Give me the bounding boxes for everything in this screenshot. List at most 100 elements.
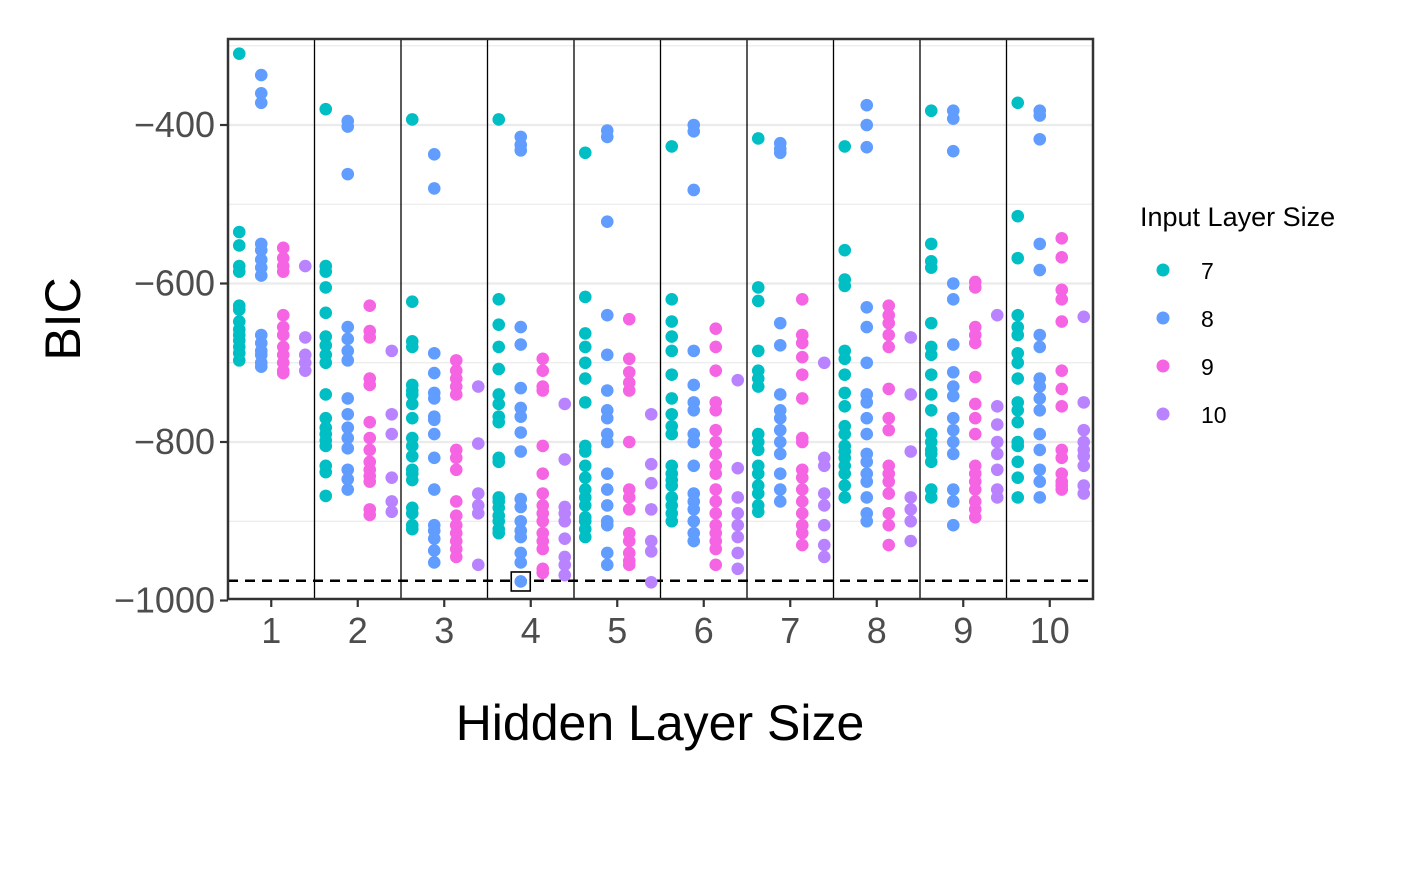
data-point-input-8 — [514, 410, 528, 423]
data-point-input-10 — [990, 435, 1004, 449]
data-point-input-7 — [751, 281, 765, 294]
data-point-input-10 — [904, 331, 918, 344]
data-point-input-8 — [687, 534, 701, 548]
data-point-input-7 — [405, 522, 419, 536]
data-point-input-9 — [449, 509, 463, 523]
x-tick-label: 3 — [434, 610, 454, 651]
data-point-input-7 — [1011, 404, 1025, 417]
data-point-input-7 — [232, 47, 246, 60]
x-tick-label: 10 — [1030, 610, 1070, 651]
data-point-input-9 — [709, 495, 723, 508]
data-point-input-8 — [1033, 109, 1047, 122]
data-point-input-10 — [904, 491, 918, 504]
data-point-input-9 — [882, 507, 896, 520]
data-point-input-8 — [600, 348, 614, 362]
data-point-input-9 — [795, 495, 809, 508]
data-point-input-7 — [838, 140, 852, 153]
data-point-input-7 — [838, 243, 852, 257]
data-points — [232, 47, 1091, 592]
data-point-input-9 — [622, 384, 636, 397]
data-point-input-8 — [600, 499, 614, 512]
legend-key-7 — [1156, 263, 1170, 277]
data-point-input-10 — [817, 459, 831, 473]
data-point-input-9 — [882, 340, 896, 354]
data-point-input-8 — [860, 475, 874, 488]
data-point-input-10 — [817, 356, 831, 370]
data-point-input-7 — [578, 290, 592, 304]
data-point-input-10 — [471, 380, 485, 393]
data-point-input-7 — [578, 372, 592, 385]
data-point-input-7 — [492, 526, 506, 540]
data-point-input-7 — [405, 473, 419, 487]
data-point-input-7 — [1011, 328, 1025, 342]
data-point-input-7 — [578, 530, 592, 544]
data-point-input-9 — [536, 352, 550, 366]
data-point-input-8 — [600, 518, 614, 532]
data-point-input-9 — [1055, 315, 1069, 328]
data-point-input-7 — [924, 404, 938, 417]
data-point-input-10 — [731, 507, 745, 520]
data-point-input-8 — [946, 447, 960, 461]
data-point-input-10 — [471, 507, 485, 520]
data-point-input-9 — [709, 483, 723, 496]
data-point-input-10 — [817, 518, 831, 532]
data-point-input-8 — [773, 316, 787, 330]
legend-label-7: 7 — [1201, 258, 1214, 284]
data-point-input-7 — [751, 344, 765, 358]
data-point-input-8 — [773, 146, 787, 160]
data-point-input-10 — [644, 534, 658, 548]
data-point-input-10 — [385, 407, 399, 421]
data-point-input-10 — [644, 575, 658, 589]
x-tick-label: 8 — [867, 610, 887, 651]
data-point-input-7 — [405, 388, 419, 401]
data-point-input-10 — [558, 453, 572, 466]
data-point-input-9 — [363, 299, 377, 312]
data-point-input-7 — [319, 439, 333, 453]
data-point-input-8 — [427, 182, 441, 195]
data-point-input-8 — [860, 455, 874, 469]
data-point-input-9 — [363, 431, 377, 445]
data-point-input-10 — [904, 388, 918, 401]
data-point-input-8 — [254, 269, 268, 282]
data-point-input-7 — [578, 356, 592, 370]
data-point-input-10 — [817, 487, 831, 500]
data-point-input-7 — [405, 439, 419, 453]
legend-key-8 — [1156, 311, 1170, 325]
data-point-input-7 — [578, 471, 592, 484]
data-point-input-9 — [622, 312, 636, 326]
data-point-input-7 — [1011, 96, 1025, 110]
data-point-input-8 — [946, 389, 960, 403]
data-point-input-8 — [773, 467, 787, 481]
data-point-input-7 — [924, 455, 938, 469]
data-point-input-9 — [709, 404, 723, 417]
data-point-input-7 — [924, 237, 938, 251]
data-point-input-7 — [578, 146, 592, 160]
data-point-input-7 — [232, 225, 246, 239]
x-axis-title: Hidden Layer Size — [456, 695, 865, 751]
data-point-input-9 — [882, 316, 896, 330]
data-point-input-8 — [514, 320, 528, 334]
data-point-input-10 — [990, 463, 1004, 477]
data-point-input-7 — [578, 396, 592, 409]
data-point-input-10 — [1077, 423, 1091, 437]
data-point-input-7 — [1011, 308, 1025, 322]
data-point-input-9 — [795, 538, 809, 552]
data-point-input-10 — [817, 538, 831, 552]
data-point-input-8 — [860, 118, 874, 132]
data-point-input-7 — [924, 104, 938, 118]
data-point-input-10 — [644, 503, 658, 516]
data-point-input-7 — [319, 306, 333, 320]
data-point-input-8 — [341, 344, 355, 358]
data-point-input-8 — [946, 423, 960, 437]
data-point-input-10 — [471, 487, 485, 500]
data-point-input-8 — [946, 518, 960, 532]
data-point-input-7 — [751, 380, 765, 393]
data-point-input-8 — [860, 300, 874, 314]
data-point-input-7 — [578, 459, 592, 473]
data-point-input-7 — [665, 407, 679, 421]
data-point-input-8 — [1033, 491, 1047, 504]
data-point-input-9 — [1055, 232, 1069, 245]
data-point-input-10 — [558, 532, 572, 545]
data-point-input-8 — [341, 407, 355, 421]
